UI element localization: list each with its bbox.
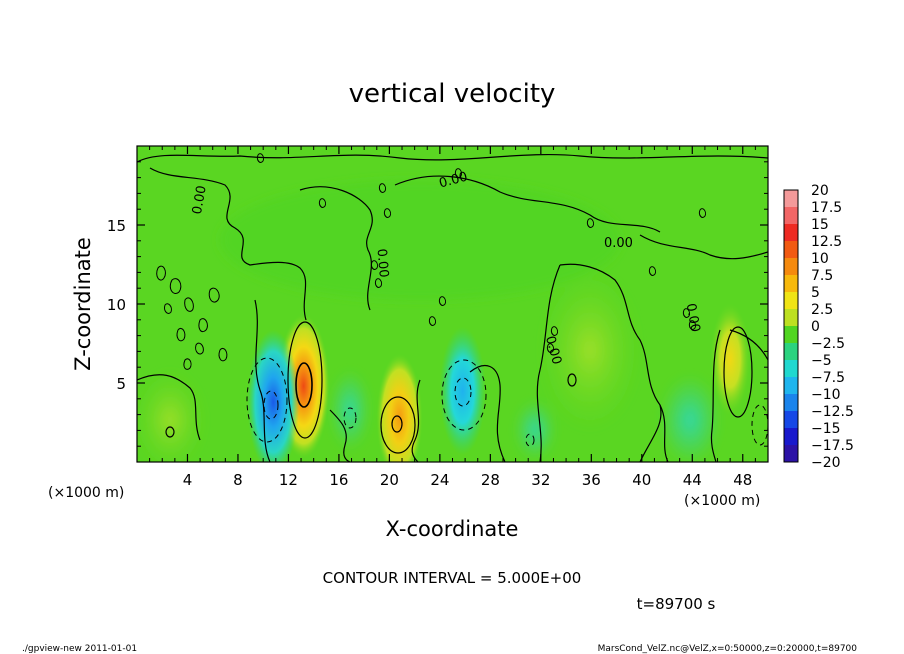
colorbar-labels: 2017.51512.5107.552.50−2.5−5−7.5−10−12.5… bbox=[811, 183, 854, 471]
y-axis-label: Z-coordinate bbox=[71, 237, 95, 371]
colorbar: 2017.51512.5107.552.50−2.5−5−7.5−10−12.5… bbox=[783, 183, 854, 471]
y-axis: 5 10 15 bbox=[107, 161, 768, 447]
downdraft-core bbox=[247, 329, 300, 462]
updraft-core bbox=[710, 303, 751, 416]
contour-label: 0.00 bbox=[373, 248, 390, 278]
colorbar-label: 15 bbox=[811, 217, 829, 233]
contour-value-labels: 0.00 0.00 0.00 0.00 0.00 0.00 bbox=[190, 169, 703, 366]
colorbar-label: 12.5 bbox=[811, 234, 842, 250]
contour-lines bbox=[137, 153, 768, 462]
plot-frame bbox=[136, 145, 769, 463]
x-ticks bbox=[149, 146, 756, 462]
x-tick-label: 4 bbox=[183, 471, 193, 489]
colorbar-swatch bbox=[784, 394, 798, 412]
x-axis: 4 8 12 16 20 24 28 32 36 40 44 48 bbox=[149, 146, 756, 489]
contour-noise bbox=[156, 153, 706, 370]
x-axis-label: X-coordinate bbox=[386, 517, 519, 541]
x-tick-label: 28 bbox=[481, 471, 500, 489]
x-tick-label: 40 bbox=[632, 471, 651, 489]
colorbar-label: 5 bbox=[811, 285, 820, 301]
x-axis-unit: (×1000 m) bbox=[684, 493, 760, 509]
footer-left: ./gpview-new 2011-01-01 bbox=[22, 644, 137, 654]
colorbar-swatches bbox=[784, 190, 798, 463]
colorbar-label: 20 bbox=[811, 183, 829, 199]
x-tick-label: 48 bbox=[733, 471, 752, 489]
y-tick-label: 15 bbox=[107, 217, 126, 235]
contour-label: 0.00 bbox=[683, 302, 703, 333]
x-tick-label: 20 bbox=[380, 471, 399, 489]
colorbar-swatch bbox=[784, 309, 798, 327]
contour-label: 0.00 bbox=[190, 184, 210, 215]
colorbar-label: −2.5 bbox=[811, 336, 845, 352]
colorbar-swatch bbox=[784, 258, 798, 276]
colorbar-swatch bbox=[784, 292, 798, 310]
colorbar-label: −5 bbox=[811, 353, 832, 369]
colorbar-label: 0 bbox=[811, 319, 820, 335]
contour-label: 0.00 bbox=[542, 334, 564, 366]
colorbar-swatch bbox=[784, 411, 798, 429]
time-label: t=89700 s bbox=[637, 595, 716, 613]
x-tick-labels: 4 8 12 16 20 24 28 32 36 40 44 48 bbox=[183, 471, 753, 489]
colorbar-label: −7.5 bbox=[811, 370, 845, 386]
x-tick-label: 36 bbox=[582, 471, 601, 489]
updraft-core bbox=[376, 353, 423, 462]
colorbar-swatch bbox=[784, 190, 798, 208]
colorbar-label: −10 bbox=[811, 387, 841, 403]
colorbar-label: −20 bbox=[811, 455, 841, 471]
contour-label: 0.00 bbox=[437, 169, 469, 191]
contour-interval: CONTOUR INTERVAL = 5.000E+00 bbox=[323, 569, 582, 587]
colorbar-swatch bbox=[784, 224, 798, 242]
x-tick-label: 24 bbox=[430, 471, 449, 489]
footer-right: MarsCond_VelZ.nc@VelZ,x=0:50000,z=0:2000… bbox=[598, 644, 858, 654]
colorbar-swatch bbox=[784, 428, 798, 446]
colorbar-label: 17.5 bbox=[811, 200, 842, 216]
chart-title: vertical velocity bbox=[349, 79, 556, 109]
y-tick-label: 10 bbox=[107, 296, 126, 314]
colorbar-label: −15 bbox=[811, 421, 841, 437]
negative-contour-lines bbox=[246, 357, 768, 447]
x-tick-label: 12 bbox=[279, 471, 298, 489]
x-tick-label: 44 bbox=[683, 471, 702, 489]
colorbar-label: 7.5 bbox=[811, 268, 833, 284]
x-tick-label: 32 bbox=[531, 471, 550, 489]
x-tick-label: 8 bbox=[233, 471, 243, 489]
contour-label: 0.00 bbox=[604, 236, 633, 251]
colorbar-swatch bbox=[784, 343, 798, 361]
colorbar-label: 2.5 bbox=[811, 302, 833, 318]
y-tick-label: 5 bbox=[116, 375, 126, 393]
colorbar-swatch bbox=[784, 377, 798, 395]
colorbar-swatch bbox=[784, 360, 798, 378]
y-ticks bbox=[137, 161, 768, 447]
colorbar-label: −12.5 bbox=[811, 404, 854, 420]
x-tick-label: 16 bbox=[329, 471, 348, 489]
downdraft-core bbox=[439, 326, 486, 455]
colorbar-label: −17.5 bbox=[811, 438, 854, 454]
colorbar-swatch bbox=[784, 445, 798, 463]
colorbar-swatch bbox=[784, 326, 798, 344]
colorbar-swatch bbox=[784, 241, 798, 259]
colorbar-swatch bbox=[784, 275, 798, 293]
colorbar-label: 10 bbox=[811, 251, 829, 267]
colorbar-swatch bbox=[784, 207, 798, 225]
y-tick-labels: 5 10 15 bbox=[107, 217, 126, 393]
colorbar-frame bbox=[783, 189, 799, 463]
y-axis-unit: (×1000 m) bbox=[48, 485, 124, 501]
